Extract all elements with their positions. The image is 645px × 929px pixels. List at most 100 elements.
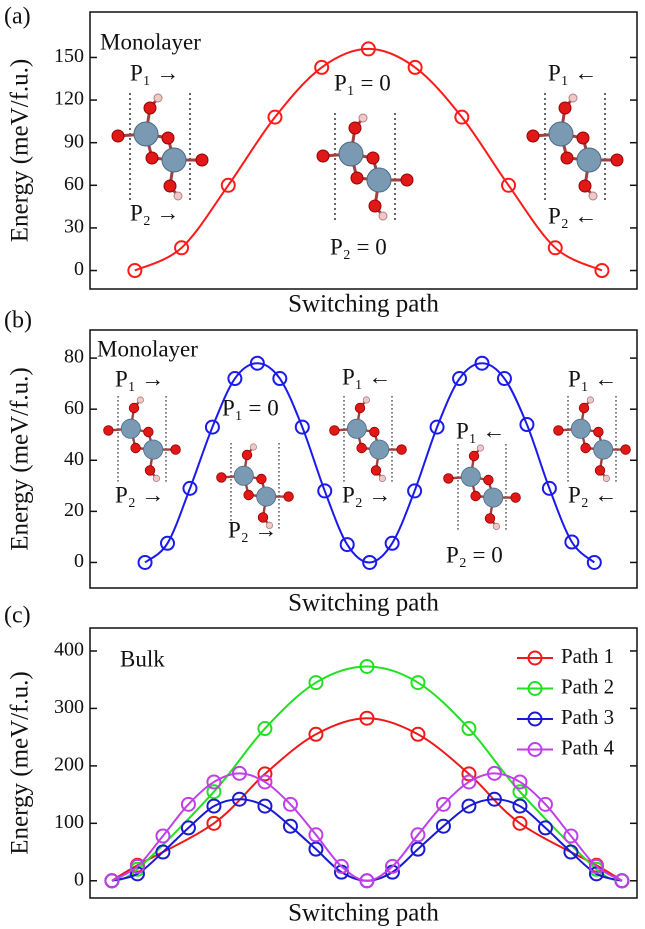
oxygen	[471, 491, 481, 501]
oxygen	[484, 475, 494, 485]
annotation: P₁ ←	[548, 60, 598, 85]
y-tick-label: 40	[64, 448, 84, 470]
oxygen	[370, 427, 380, 437]
tin	[257, 487, 276, 506]
oxygen	[217, 473, 227, 483]
x-axis-title: Switching path	[288, 590, 439, 617]
panel-label: (b)	[4, 308, 32, 334]
legend-label: Path 1	[561, 644, 614, 668]
oxygen	[351, 172, 363, 184]
hydrogen	[153, 475, 159, 481]
tin	[594, 440, 613, 459]
hydrogen	[363, 397, 369, 403]
legend-label: Path 2	[561, 674, 614, 698]
y-tick-label: 300	[54, 696, 84, 718]
legend-label: Path 3	[561, 705, 614, 729]
y-tick-label: 400	[54, 639, 84, 661]
oxygen	[485, 514, 495, 524]
hydrogen	[174, 192, 182, 200]
oxygen	[559, 102, 571, 114]
oxygen	[561, 152, 573, 164]
y-tick-label: 0	[74, 258, 84, 280]
y-tick-label: 0	[74, 550, 84, 572]
oxygen	[257, 474, 267, 484]
oxygen	[581, 443, 591, 453]
oxygen	[104, 426, 114, 436]
tin	[162, 148, 186, 172]
oxygen	[145, 466, 155, 476]
y-tick-label: 0	[74, 868, 84, 890]
hydrogen	[379, 212, 387, 220]
annotation: Bulk	[120, 646, 165, 671]
oxygen	[554, 426, 564, 436]
line	[112, 718, 622, 881]
hydrogen	[137, 397, 143, 403]
hydrogen	[493, 523, 499, 529]
annotation: P₁ = 0	[334, 70, 391, 95]
annotation: P₂ →	[342, 482, 392, 507]
molecule	[104, 396, 181, 484]
oxygen	[401, 174, 413, 186]
oxygen	[527, 130, 539, 142]
tin	[549, 122, 573, 146]
oxygen	[349, 122, 361, 134]
tin	[484, 488, 503, 507]
oxygen	[131, 443, 141, 453]
oxygen	[242, 450, 252, 460]
oxygen	[357, 443, 367, 453]
hydrogen	[589, 192, 597, 200]
annotation: P₂ = 0	[446, 542, 503, 567]
oxygen	[595, 466, 605, 476]
tin	[347, 419, 366, 438]
y-tick-label: 90	[64, 130, 84, 152]
hydrogen	[603, 475, 609, 481]
y-tick-label: 80	[64, 346, 84, 368]
tin	[370, 440, 389, 459]
annotation: P₂ →	[115, 482, 165, 507]
hydrogen	[154, 94, 162, 102]
oxygen	[146, 152, 158, 164]
legend-label: Path 4	[561, 735, 615, 759]
y-axis-title: Energy (meV/f.u.)	[7, 671, 34, 855]
y-tick-label: 150	[54, 45, 84, 67]
molecule	[112, 93, 208, 203]
oxygen	[244, 490, 254, 500]
tin	[577, 148, 601, 172]
hydrogen	[587, 397, 593, 403]
oxygen	[621, 445, 631, 455]
tin	[144, 440, 163, 459]
annotation: P₁ →	[130, 60, 180, 85]
oxygen	[444, 474, 454, 484]
y-tick-label: 100	[54, 811, 84, 833]
oxygen	[594, 427, 604, 437]
hydrogen	[359, 114, 367, 122]
panel-label: (c)	[4, 603, 31, 629]
tin	[121, 419, 140, 438]
molecule	[317, 113, 413, 223]
molecule	[330, 396, 407, 484]
oxygen	[284, 492, 294, 502]
oxygen	[577, 132, 589, 144]
oxygen	[469, 451, 479, 461]
oxygen	[367, 152, 379, 164]
line	[112, 666, 622, 880]
molecule	[527, 93, 623, 203]
oxygen	[164, 180, 176, 192]
oxygen	[511, 493, 521, 503]
oxygen	[112, 130, 124, 142]
x-axis-title: Switching path	[288, 900, 439, 927]
annotation: P₁ ←	[568, 366, 618, 391]
oxygen	[369, 200, 381, 212]
annotation: P₂ ←	[548, 203, 598, 228]
annotation: P₁ = 0	[222, 395, 279, 420]
tin	[234, 466, 253, 485]
molecule	[444, 444, 521, 532]
y-tick-label: 120	[54, 88, 84, 110]
annotation: P₂ = 0	[330, 234, 387, 259]
plot-frame	[90, 628, 637, 898]
annotation: P₂ →	[228, 517, 278, 542]
oxygen	[162, 132, 174, 144]
oxygen	[171, 445, 181, 455]
oxygen	[371, 466, 381, 476]
y-axis-title: Energy (meV/f.u.)	[7, 59, 34, 243]
